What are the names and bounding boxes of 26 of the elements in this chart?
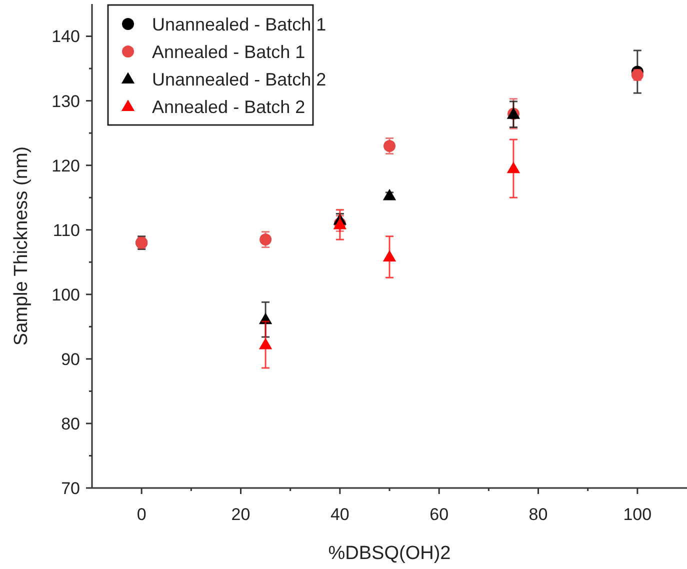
- y-tick-label: 130: [52, 92, 80, 111]
- y-tick-label: 140: [52, 27, 80, 46]
- point: [506, 162, 520, 174]
- x-tick-label: 20: [231, 505, 250, 524]
- legend-label: Unannealed - Batch 1: [152, 14, 326, 34]
- y-tick-label: 70: [61, 478, 80, 498]
- legend-label: Annealed - Batch 1: [152, 42, 306, 62]
- point: [384, 140, 396, 152]
- point: [382, 188, 396, 200]
- y-tick-label: 120: [52, 156, 80, 176]
- x-tick-label: 0: [136, 505, 146, 524]
- x-tick-label: 80: [528, 505, 548, 524]
- y-tick-label: 110: [52, 220, 80, 240]
- legend-label: Unannealed - Batch 2: [152, 69, 326, 90]
- y-axis-title: Sample Thickness (nm): [11, 146, 32, 346]
- point: [260, 234, 272, 246]
- x-tick-label: 100: [623, 505, 652, 524]
- x-tick-label: 60: [430, 505, 449, 524]
- point: [382, 250, 396, 262]
- legend-label: Annealed - Batch 2: [152, 96, 306, 117]
- y-tick-label: 90: [61, 350, 80, 369]
- point: [258, 338, 272, 350]
- y-tick-label: 80: [61, 414, 80, 434]
- x-axis-title: %DBSQ(OH)2: [328, 543, 451, 564]
- y-tick-label: 100: [52, 285, 80, 304]
- x-tick-label: 40: [330, 505, 350, 524]
